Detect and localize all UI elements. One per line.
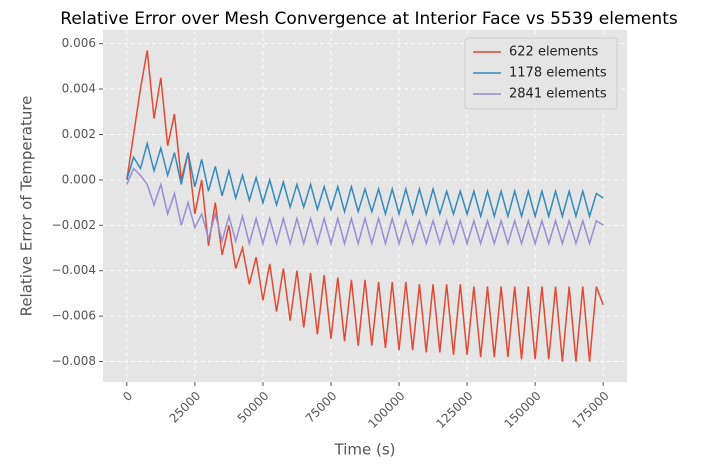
y-axis-label: Relative Error of Temperature (18, 96, 36, 317)
y-tick-label: −0.004 (52, 263, 96, 277)
series-line (126, 50, 604, 362)
x-tick-label: 50000 (235, 389, 272, 426)
y-tick-label: 0.004 (62, 82, 96, 96)
x-tick-label: 100000 (365, 389, 407, 431)
y-tick-label: 0.000 (62, 172, 96, 186)
y-tick-label: 0.006 (62, 36, 96, 50)
y-tick-label: −0.006 (52, 309, 96, 323)
y-tick-label: −0.002 (52, 218, 96, 232)
legend: 622 elements 1178 elements 2841 elements (464, 37, 618, 110)
legend-box (464, 37, 618, 110)
y-tick-label: −0.008 (52, 354, 96, 368)
chart-title: Relative Error over Mesh Convergence at … (60, 9, 678, 29)
legend-label: 1178 elements (509, 66, 607, 81)
series-line (126, 140, 604, 220)
legend-label: 622 elements (509, 45, 599, 60)
x-tick-label: 150000 (501, 389, 543, 431)
y-tick-label: 0.002 (62, 127, 96, 141)
x-tick-label: 175000 (569, 389, 611, 431)
x-tick-label: 25000 (167, 389, 204, 426)
x-tick-label: 0 (120, 389, 135, 404)
x-tick-label: 125000 (433, 389, 475, 431)
x-axis-label: Time (s) (334, 441, 396, 459)
x-tick-label: 75000 (303, 389, 340, 426)
legend-label: 2841 elements (509, 87, 607, 102)
series-line (126, 167, 604, 247)
